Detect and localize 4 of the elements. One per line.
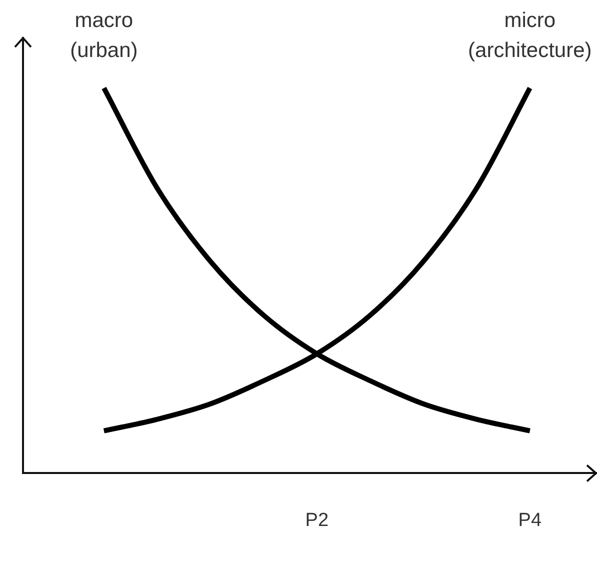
- text: micro (architecture): [468, 8, 592, 64]
- x-tick-label: P2: [305, 510, 329, 531]
- text: macro (urban): [70, 8, 138, 64]
- x-tick-label: P4: [518, 510, 542, 531]
